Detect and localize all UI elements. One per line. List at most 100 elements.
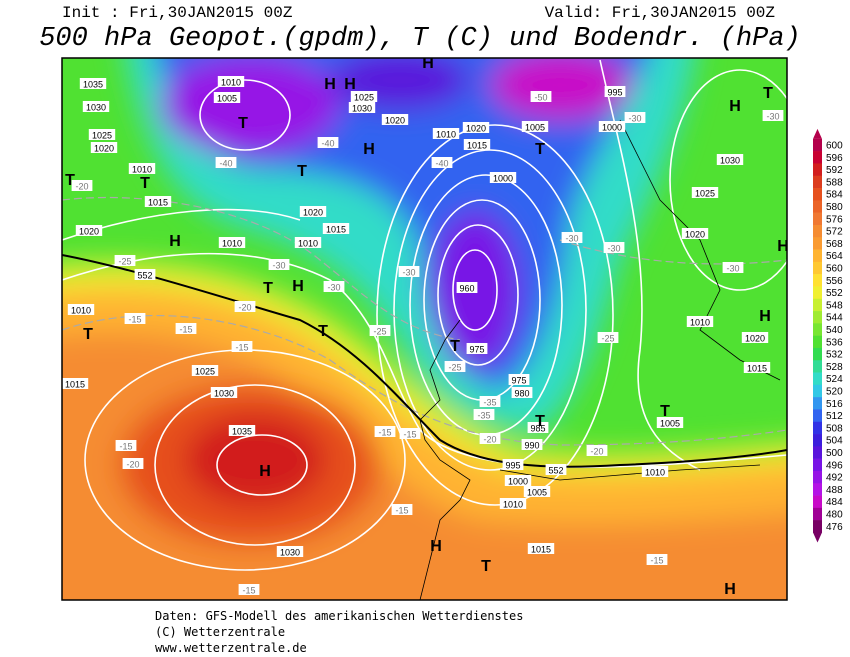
pressure-center: T [65,172,75,189]
colorbar-label: 476 [826,522,843,533]
temperature-label: -35 [483,397,496,407]
pressure-label-box [499,498,527,509]
field-magenta-north [490,58,630,120]
pressure-label: 1000 [493,173,513,183]
colorbar-cell [813,446,822,459]
colorbar-cell [813,311,822,324]
colorbar-label: 544 [826,313,843,324]
colorbar-cell [813,138,822,152]
temperature-label: -30 [565,233,578,243]
pressure-label: 1020 [94,143,114,153]
colorbar-cell [813,286,822,300]
temperature-label: -35 [477,410,490,420]
colorbar-label: 584 [826,190,843,201]
temperature-label: -30 [726,263,739,273]
valid-time: Valid: Fri,30JAN2015 00Z [545,4,776,22]
colorbar-label: 496 [826,460,843,471]
pressure-label-box [276,546,304,557]
pressure-label: 1020 [385,115,405,125]
pressure-label-box [67,304,95,315]
colorbar-arrow-bottom [813,532,822,543]
pressure-label: 1030 [720,155,740,165]
pressure-center: T [297,163,307,180]
colorbar-label: 508 [826,423,843,434]
temperature-label-box [238,584,260,595]
temperature-label: -30 [607,243,620,253]
colorbar-label: 548 [826,300,843,311]
pressure-label: 1030 [214,388,234,398]
pressure-label-box [79,78,107,89]
colorbar-label: 500 [826,448,843,459]
isobar [154,384,356,546]
pressure-label: 1010 [690,317,710,327]
colorbar-cell [813,274,822,287]
isobar [199,79,291,151]
temperature-label-box [175,323,197,334]
isobar [216,434,308,496]
pressure-label-box [348,102,376,113]
pressure-center: T [450,338,460,355]
temperature-label-box [530,91,552,102]
pressure-label: 1030 [86,102,106,112]
colorbar-label: 536 [826,337,843,348]
pressure-label-box [144,196,172,207]
coastline [619,119,781,381]
pressure-label: 1020 [303,207,323,217]
colorbar-cell [813,384,822,398]
isotherm [62,315,787,446]
temperature-label: -40 [435,158,448,168]
pressure-label: 1020 [466,123,486,133]
pressure-label: 1015 [65,379,85,389]
temperature-label-box [561,232,583,243]
colorbar-label: 504 [826,436,843,447]
pressure-label: 1025 [695,188,715,198]
coastlines [419,119,781,600]
temperature-label: -15 [395,505,408,515]
temperature-label: -20 [483,434,496,444]
pressure-label: 990 [524,440,539,450]
temperature-label: -15 [650,555,663,565]
pressure-label-box [527,543,555,554]
pressure-label-box [463,139,491,150]
temperature-label: -15 [235,342,248,352]
pressure-label: 1010 [298,238,318,248]
colorbar-cell [813,175,822,189]
temperature-label-box [369,325,391,336]
temperature-label-box [215,157,237,168]
pressure-label: 1005 [217,93,237,103]
colorbar-label: 488 [826,485,843,496]
temperature-label: -30 [327,282,340,292]
temperature-label: -25 [118,256,131,266]
temperature-label: -25 [448,362,461,372]
temperature-label-box [114,255,136,266]
temperature-label-box [479,396,501,407]
colorbar-cell [813,347,822,361]
colorbar-cell [813,409,822,423]
colorbar-cell [813,335,822,349]
temperature-label-box [323,281,345,292]
colorbar-cell [813,397,822,410]
colorbar-label: 540 [826,325,843,336]
colorbar-cell [813,151,822,164]
pressure-center: H [729,98,741,115]
colorbar-label: 568 [826,239,843,250]
pressure-label-box [191,365,219,376]
pressure-label: 1010 [222,238,242,248]
temperature-label-box [762,110,784,121]
colorbar-label: 592 [826,165,843,176]
pressure-label-box [681,228,709,239]
pressure-label: 1020 [79,226,99,236]
pressure-center: H [169,233,181,250]
temperature-label: -20 [75,181,88,191]
colorbar-label: 512 [826,411,843,422]
colorbar-label: 492 [826,473,843,484]
temperature-label: -20 [126,459,139,469]
pressure-center: T [660,403,670,420]
temperature-label-box [115,440,137,451]
temperature-label: -30 [402,267,415,277]
temperature-label-box [71,180,93,191]
pressure-center: T [535,141,545,158]
isobar [376,124,614,506]
colorbar-label: 596 [826,153,843,164]
pressure-label: 1005 [525,122,545,132]
